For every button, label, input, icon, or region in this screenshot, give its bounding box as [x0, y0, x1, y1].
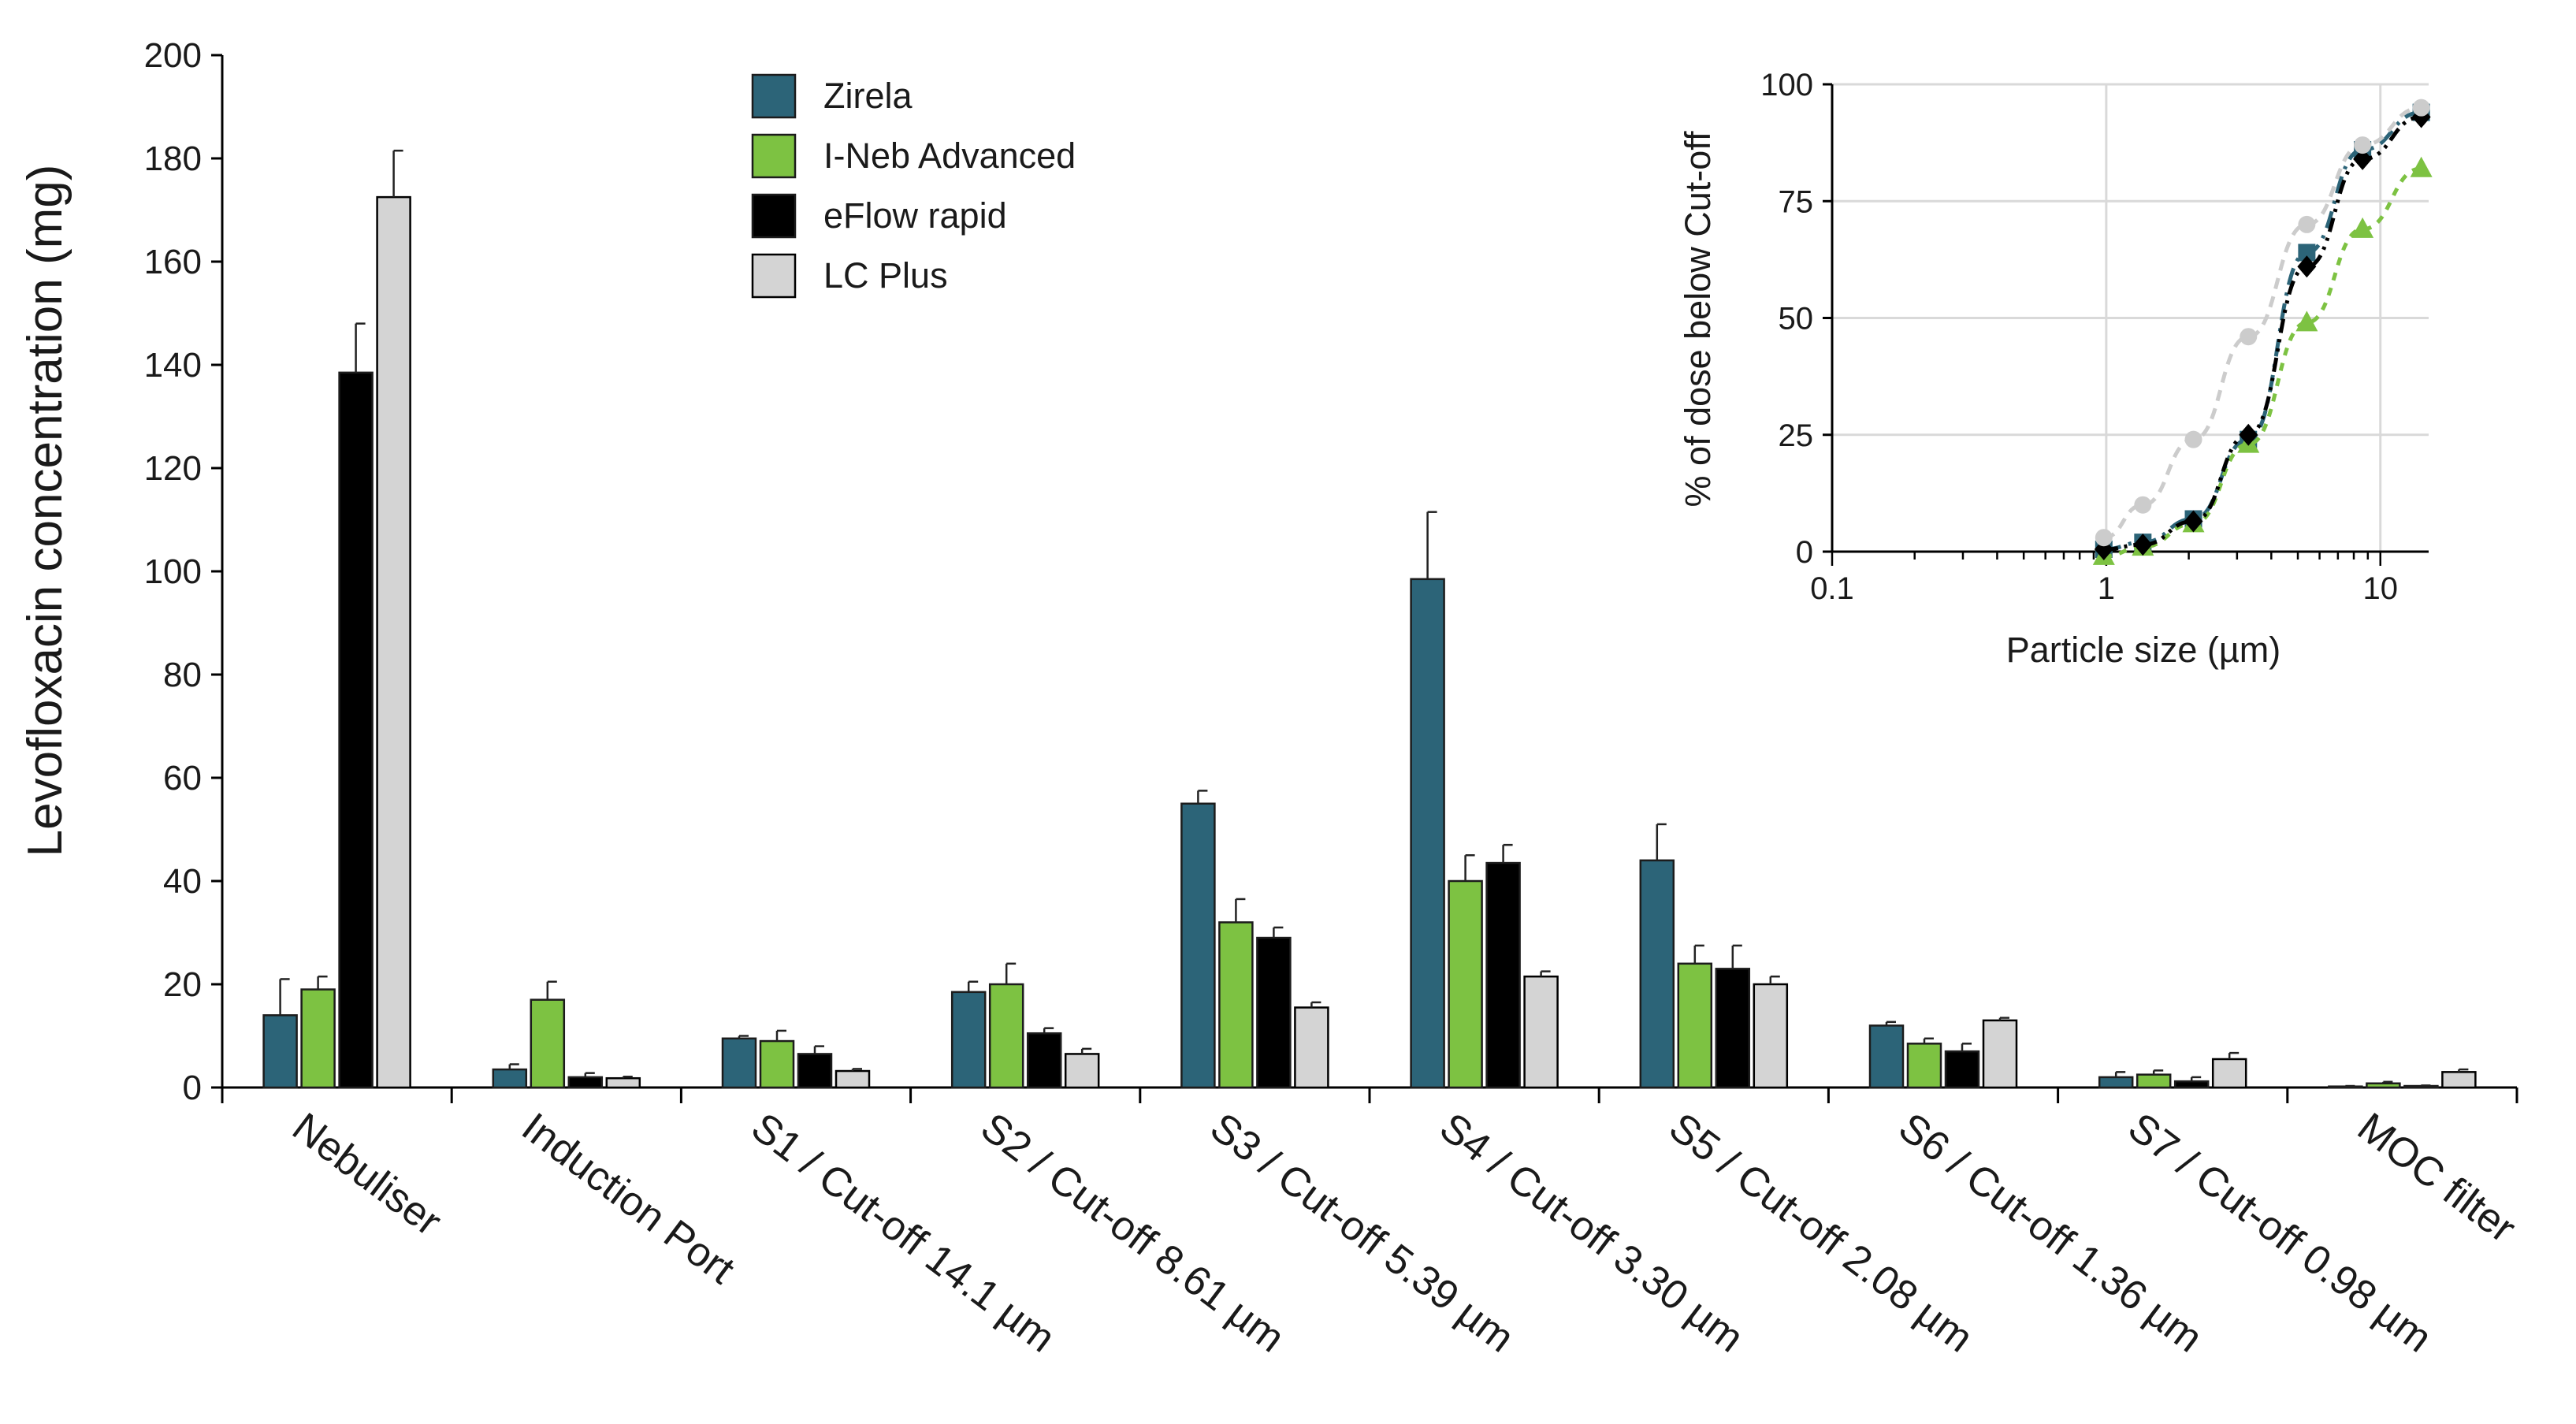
y-tick-label: 120	[144, 449, 202, 488]
inset-marker-i-neb-advanced	[2351, 217, 2374, 238]
bar-lc-plus-s5-cut-off-2-08-m	[1753, 983, 1789, 1089]
inset-marker-lc-plus	[2134, 496, 2152, 514]
bar-eflow-rapid-s1-cut-off-14-1-m	[797, 1053, 833, 1089]
legend-label-zirela: Zirela	[823, 76, 913, 116]
inset-line-i-neb-advanced	[2103, 166, 2422, 559]
bar-i-neb-advanced-moc-filter	[2366, 1082, 2401, 1089]
inset-marker-eflow-rapid	[2297, 255, 2317, 278]
inset-line-chart: Particle size (µm) % of dose below Cut-o…	[1678, 68, 2433, 670]
inset-x-tick-label: 10	[2362, 571, 2398, 606]
y-tick-label: 180	[144, 139, 202, 178]
legend: Zirela I-Neb Advanced eFlow rapid LC Plus	[751, 73, 1076, 299]
bar-lc-plus-s6-cut-off-1-36-m	[1982, 1019, 2018, 1089]
inset-line-eflow-rapid	[2103, 115, 2422, 552]
legend-label-eflow-rapid: eFlow rapid	[823, 195, 1007, 236]
y-axis-label: Levofloxacin concentration (mg)	[18, 165, 72, 857]
y-tick-label: 200	[144, 36, 202, 75]
bar-lc-plus-s4-cut-off-3-30-m	[1523, 975, 1559, 1089]
inset-marker-lc-plus	[2095, 529, 2113, 547]
bar-lc-plus-s2-cut-off-8-61-m	[1064, 1053, 1100, 1089]
y-tick-label: 40	[163, 862, 202, 901]
legend-swatch-i-neb-advanced	[751, 133, 797, 179]
legend-label-i-neb-advanced: I-Neb Advanced	[823, 136, 1076, 176]
inset-y-axis-label: % of dose below Cut-off	[1678, 131, 1718, 507]
legend-label-lc-plus: LC Plus	[823, 255, 948, 296]
y-tick-label: 60	[163, 759, 202, 798]
legend-swatch-eflow-rapid	[751, 193, 797, 239]
inset-marker-eflow-rapid	[2353, 147, 2373, 170]
bar-eflow-rapid-induction-port	[567, 1076, 604, 1089]
inset-line-zirela	[2103, 110, 2422, 552]
y-tick-label: 160	[144, 243, 202, 281]
inset-marker-eflow-rapid	[2239, 423, 2258, 446]
bar-i-neb-advanced-s1-cut-off-14-1-m	[759, 1039, 795, 1089]
bar-zirela-s1-cut-off-14-1-m	[721, 1037, 757, 1089]
bar-i-neb-advanced-s5-cut-off-2-08-m	[1677, 962, 1713, 1089]
bar-lc-plus-s7-cut-off-0-98-m	[2211, 1058, 2247, 1089]
bar-eflow-rapid-s2-cut-off-8-61-m	[1026, 1032, 1062, 1089]
x-category-label: MOC filter	[2349, 1104, 2524, 1251]
bar-lc-plus-moc-filter	[2441, 1071, 2477, 1089]
inset-marker-lc-plus	[2240, 328, 2258, 346]
inset-y-tick-label: 75	[1779, 184, 1814, 219]
y-tick-label: 20	[163, 965, 202, 1004]
bar-zirela-s7-cut-off-0-98-m	[2098, 1076, 2134, 1089]
bar-lc-plus-s1-cut-off-14-1-m	[835, 1069, 871, 1089]
bar-eflow-rapid-s5-cut-off-2-08-m	[1715, 968, 1751, 1089]
inset-x-axis-label: Particle size (µm)	[2006, 630, 2280, 670]
x-category-label: Induction Port	[514, 1104, 744, 1293]
x-category-label: Nebuliser	[284, 1104, 449, 1245]
bar-lc-plus-induction-port	[605, 1076, 641, 1089]
inset-y-tick-label: 100	[1760, 68, 1813, 102]
bar-zirela-induction-port	[492, 1068, 528, 1089]
bar-eflow-rapid-s7-cut-off-0-98-m	[2173, 1080, 2210, 1089]
inset-marker-i-neb-advanced	[2410, 156, 2433, 177]
inset-x-tick-label: 1	[2098, 571, 2115, 606]
inset-marker-lc-plus	[2298, 215, 2316, 233]
y-tick-label: 100	[144, 552, 202, 591]
inset-marker-lc-plus	[2412, 99, 2430, 117]
bar-zirela-s2-cut-off-8-61-m	[950, 991, 987, 1089]
bar-eflow-rapid-s4-cut-off-3-30-m	[1485, 861, 1521, 1089]
inset-y-tick-label: 25	[1779, 418, 1814, 453]
y-tick-label: 140	[144, 346, 202, 385]
bar-zirela-s3-cut-off-5-39-m	[1180, 802, 1216, 1089]
bar-zirela-s4-cut-off-3-30-m	[1410, 578, 1445, 1089]
bar-zirela-s6-cut-off-1-36-m	[1868, 1024, 1905, 1089]
bar-eflow-rapid-s6-cut-off-1-36-m	[1944, 1050, 1980, 1089]
y-tick-label: 0	[183, 1069, 202, 1107]
bar-i-neb-advanced-s6-cut-off-1-36-m	[1906, 1043, 1942, 1089]
inset-x-tick-label: 0.1	[1810, 571, 1854, 606]
bar-eflow-rapid-nebuliser	[338, 371, 374, 1089]
inset-marker-lc-plus	[2184, 430, 2202, 448]
bar-lc-plus-s3-cut-off-5-39-m	[1294, 1006, 1329, 1089]
inset-line-lc-plus	[2103, 106, 2422, 540]
bar-i-neb-advanced-s2-cut-off-8-61-m	[988, 983, 1024, 1089]
y-tick-label: 80	[163, 656, 202, 694]
inset-marker-i-neb-advanced	[2295, 310, 2318, 332]
inset-marker-eflow-rapid	[2133, 534, 2153, 556]
bar-i-neb-advanced-s4-cut-off-3-30-m	[1448, 879, 1483, 1089]
bar-eflow-rapid-s3-cut-off-5-39-m	[1256, 936, 1292, 1089]
inset-y-tick-label: 0	[1796, 535, 1813, 570]
bar-zirela-nebuliser	[262, 1014, 298, 1089]
legend-swatch-zirela	[751, 73, 797, 119]
bar-lc-plus-nebuliser	[376, 195, 411, 1089]
bar-i-neb-advanced-s3-cut-off-5-39-m	[1218, 921, 1254, 1089]
bar-zirela-s5-cut-off-2-08-m	[1639, 859, 1675, 1089]
bar-i-neb-advanced-s7-cut-off-0-98-m	[2136, 1073, 2172, 1089]
inset-y-tick-label: 50	[1779, 302, 1814, 336]
inset-marker-lc-plus	[2354, 136, 2372, 154]
inset-marker-eflow-rapid	[2184, 510, 2203, 533]
bar-i-neb-advanced-nebuliser	[300, 988, 336, 1089]
bar-i-neb-advanced-induction-port	[530, 998, 566, 1089]
inset-marker-zirela	[2298, 244, 2316, 262]
legend-swatch-lc-plus	[751, 253, 797, 299]
